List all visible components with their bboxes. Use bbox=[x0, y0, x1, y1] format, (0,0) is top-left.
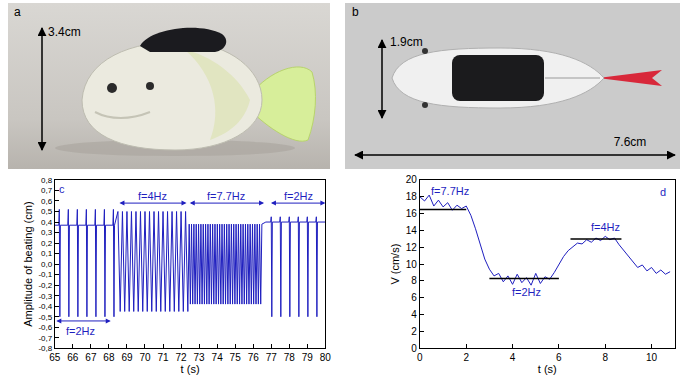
svg-text:0,8: 0,8 bbox=[41, 176, 53, 185]
svg-text:1.9cm: 1.9cm bbox=[390, 35, 423, 49]
svg-text:67: 67 bbox=[85, 352, 97, 363]
svg-text:18: 18 bbox=[406, 191, 418, 202]
svg-text:69: 69 bbox=[121, 352, 133, 363]
svg-text:14: 14 bbox=[406, 225, 418, 236]
svg-text:t (s): t (s) bbox=[181, 363, 200, 375]
svg-text:-0,5: -0,5 bbox=[38, 313, 52, 322]
svg-text:0,1: 0,1 bbox=[41, 249, 53, 258]
svg-text:72: 72 bbox=[176, 352, 188, 363]
svg-text:f=7.7Hz: f=7.7Hz bbox=[431, 185, 469, 197]
svg-text:-0,1: -0,1 bbox=[38, 270, 52, 279]
svg-text:3.4cm: 3.4cm bbox=[48, 25, 81, 39]
svg-text:Amplitude of beating (cm): Amplitude of beating (cm) bbox=[22, 201, 34, 326]
svg-text:c: c bbox=[59, 183, 65, 195]
svg-text:a: a bbox=[14, 5, 21, 19]
svg-text:0,3: 0,3 bbox=[41, 228, 53, 237]
svg-text:7.6cm: 7.6cm bbox=[614, 135, 647, 149]
svg-text:f=2Hz: f=2Hz bbox=[512, 286, 541, 298]
svg-text:73: 73 bbox=[194, 352, 206, 363]
svg-text:2: 2 bbox=[463, 352, 469, 363]
svg-text:b: b bbox=[352, 5, 359, 19]
svg-text:79: 79 bbox=[302, 352, 314, 363]
svg-text:-0,7: -0,7 bbox=[38, 334, 52, 343]
svg-text:0,6: 0,6 bbox=[41, 197, 53, 206]
svg-text:f=4Hz: f=4Hz bbox=[591, 221, 620, 233]
svg-text:-0,2: -0,2 bbox=[38, 281, 52, 290]
svg-text:76: 76 bbox=[248, 352, 260, 363]
svg-text:71: 71 bbox=[157, 352, 169, 363]
svg-text:0,2: 0,2 bbox=[41, 239, 53, 248]
svg-text:t (s): t (s) bbox=[538, 363, 557, 375]
svg-text:0,7: 0,7 bbox=[41, 186, 53, 195]
svg-text:f=2Hz: f=2Hz bbox=[66, 325, 95, 337]
svg-text:2: 2 bbox=[411, 326, 417, 337]
svg-text:10: 10 bbox=[406, 259, 418, 270]
svg-text:75: 75 bbox=[230, 352, 242, 363]
svg-text:16: 16 bbox=[406, 208, 418, 219]
svg-text:0: 0 bbox=[417, 352, 423, 363]
svg-text:0: 0 bbox=[411, 343, 417, 354]
svg-text:70: 70 bbox=[139, 352, 151, 363]
svg-text:d: d bbox=[660, 186, 666, 198]
svg-text:V (cm/s): V (cm/s) bbox=[389, 244, 401, 285]
svg-text:-0,3: -0,3 bbox=[38, 291, 52, 300]
svg-text:8: 8 bbox=[411, 275, 417, 286]
svg-text:6: 6 bbox=[411, 292, 417, 303]
svg-text:12: 12 bbox=[406, 242, 418, 253]
svg-text:65: 65 bbox=[49, 352, 61, 363]
svg-text:10: 10 bbox=[646, 352, 658, 363]
svg-text:78: 78 bbox=[284, 352, 296, 363]
svg-text:8: 8 bbox=[602, 352, 608, 363]
svg-text:f=7.7Hz: f=7.7Hz bbox=[207, 190, 245, 202]
svg-text:0,5: 0,5 bbox=[41, 207, 53, 216]
svg-text:-0,8: -0,8 bbox=[38, 344, 52, 353]
svg-text:0,0: 0,0 bbox=[41, 260, 53, 269]
svg-text:4: 4 bbox=[411, 309, 417, 320]
svg-text:f=4Hz: f=4Hz bbox=[138, 190, 167, 202]
svg-text:74: 74 bbox=[212, 352, 224, 363]
svg-text:f=2Hz: f=2Hz bbox=[284, 190, 313, 202]
svg-text:20: 20 bbox=[406, 174, 418, 185]
svg-text:-0,4: -0,4 bbox=[38, 302, 52, 311]
svg-text:80: 80 bbox=[320, 352, 332, 363]
svg-text:4: 4 bbox=[510, 352, 516, 363]
svg-text:-0,6: -0,6 bbox=[38, 323, 52, 332]
svg-text:68: 68 bbox=[103, 352, 115, 363]
svg-text:66: 66 bbox=[67, 352, 79, 363]
svg-text:0,4: 0,4 bbox=[41, 218, 53, 227]
svg-text:77: 77 bbox=[266, 352, 278, 363]
svg-text:6: 6 bbox=[556, 352, 562, 363]
